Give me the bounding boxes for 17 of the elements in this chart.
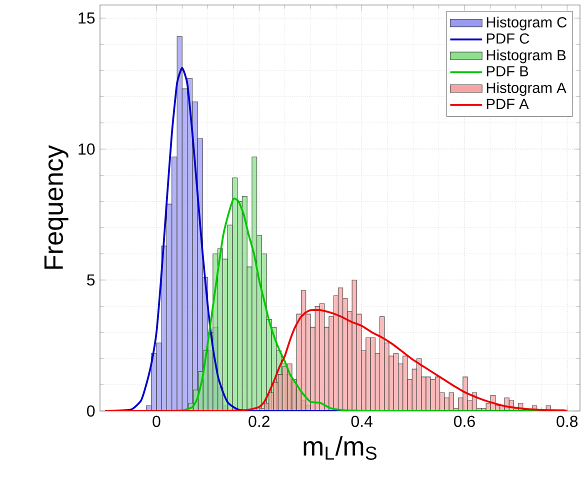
y-tick-label: 0 xyxy=(87,405,95,417)
legend-label: Histogram B xyxy=(486,50,566,64)
x-tick-label: 0.2 xyxy=(248,416,270,428)
x-tick-label: 0.8 xyxy=(556,416,578,428)
y-tick-label: 15 xyxy=(78,12,95,24)
y-tick-label: 10 xyxy=(78,143,95,155)
x-tick-label: 0.6 xyxy=(454,416,475,428)
y-axis-title: Frequency xyxy=(44,145,68,269)
x-tick-label: 0 xyxy=(152,416,160,428)
x-axis-title: m$_{L}$/m$_{S}$ xyxy=(304,436,376,460)
y-tick-label: 5 xyxy=(87,274,95,286)
x-tick-label: 0.4 xyxy=(351,416,372,428)
legend-label: Histogram C xyxy=(486,16,567,30)
legend-label: PDF B xyxy=(486,66,528,76)
legend-label: PDF A xyxy=(486,98,529,109)
legend-label: Histogram A xyxy=(486,82,566,96)
legend-label: PDF C xyxy=(486,33,530,44)
